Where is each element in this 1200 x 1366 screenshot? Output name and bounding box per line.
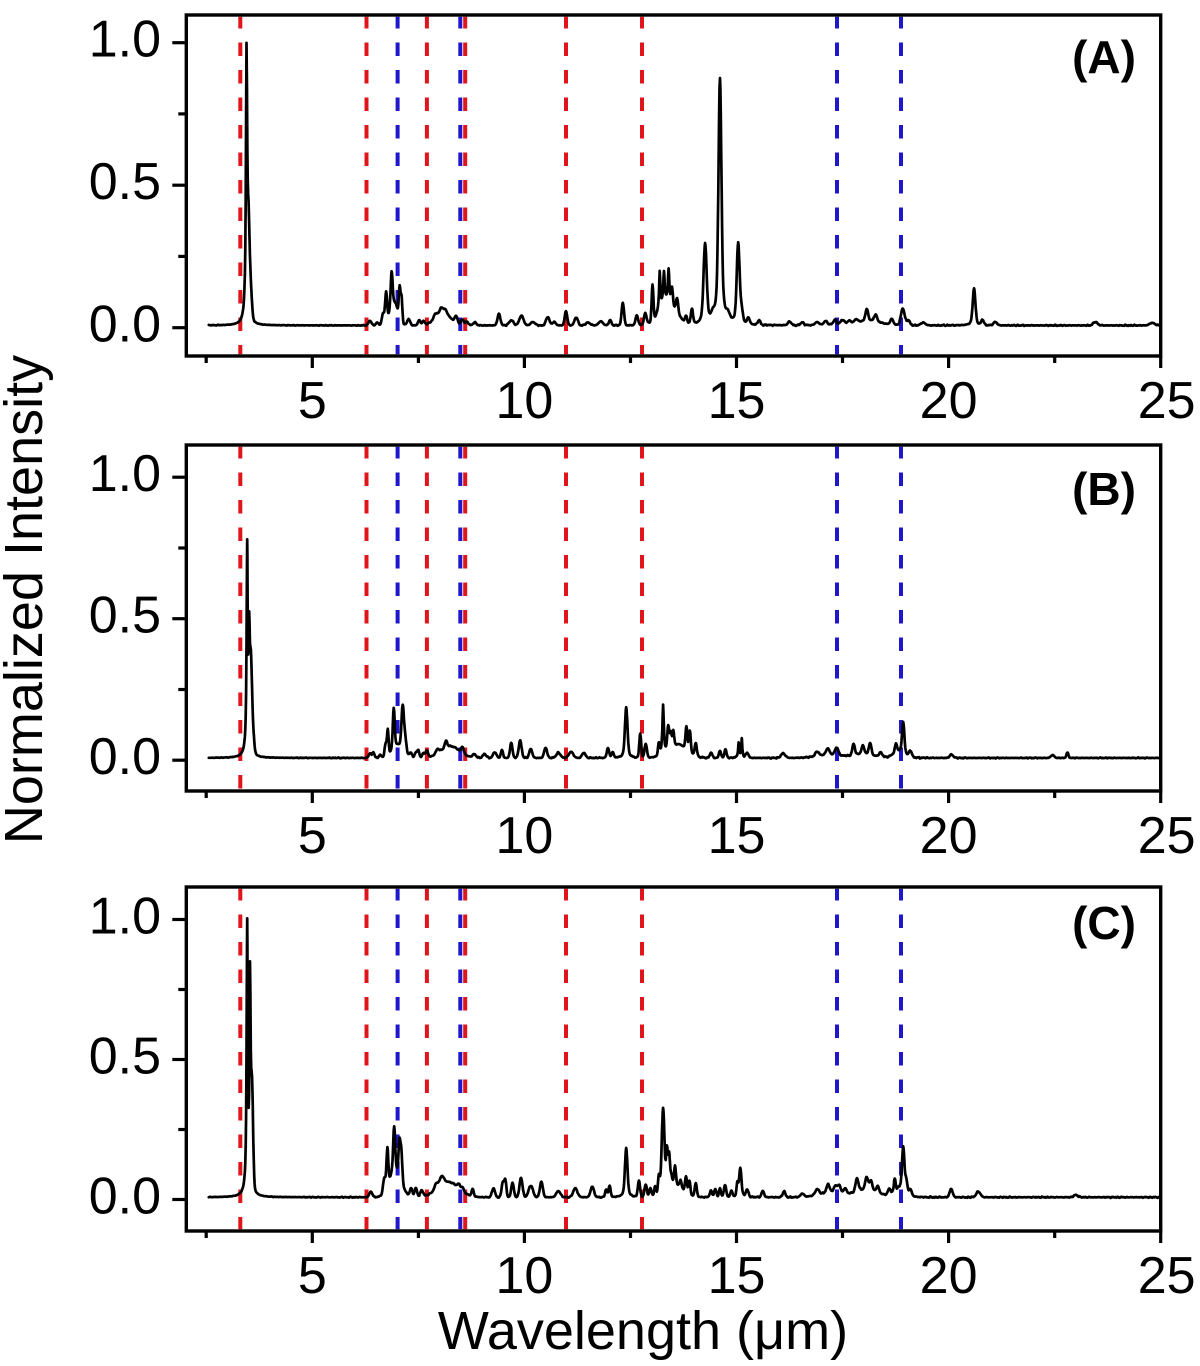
svg-text:20: 20 [920, 1247, 978, 1305]
svg-text:(B): (B) [1072, 463, 1136, 515]
svg-text:1.0: 1.0 [89, 11, 161, 69]
svg-text:20: 20 [920, 372, 978, 430]
svg-text:1.0: 1.0 [89, 888, 161, 946]
svg-text:0.0: 0.0 [89, 296, 161, 354]
svg-text:10: 10 [495, 1247, 553, 1305]
svg-text:25: 25 [1138, 807, 1196, 865]
svg-text:0.5: 0.5 [89, 153, 161, 211]
svg-text:5: 5 [298, 372, 327, 430]
svg-text:5: 5 [298, 1247, 327, 1305]
svg-text:0.0: 0.0 [89, 728, 161, 786]
svg-text:15: 15 [708, 807, 766, 865]
svg-text:0.5: 0.5 [89, 587, 161, 645]
svg-text:15: 15 [708, 1247, 766, 1305]
svg-text:1.0: 1.0 [89, 445, 161, 503]
svg-text:25: 25 [1138, 1247, 1196, 1305]
svg-text:25: 25 [1138, 372, 1196, 430]
svg-text:0.0: 0.0 [89, 1168, 161, 1226]
svg-text:10: 10 [495, 372, 553, 430]
svg-text:15: 15 [708, 372, 766, 430]
svg-text:(A): (A) [1072, 31, 1136, 83]
svg-text:10: 10 [495, 807, 553, 865]
svg-text:Normalized Intensity: Normalized Intensity [0, 355, 54, 844]
svg-text:20: 20 [920, 807, 978, 865]
svg-text:Wavelength (μm): Wavelength (μm) [438, 1301, 848, 1361]
svg-text:(C): (C) [1072, 897, 1136, 949]
svg-text:0.5: 0.5 [89, 1028, 161, 1086]
svg-text:5: 5 [298, 807, 327, 865]
